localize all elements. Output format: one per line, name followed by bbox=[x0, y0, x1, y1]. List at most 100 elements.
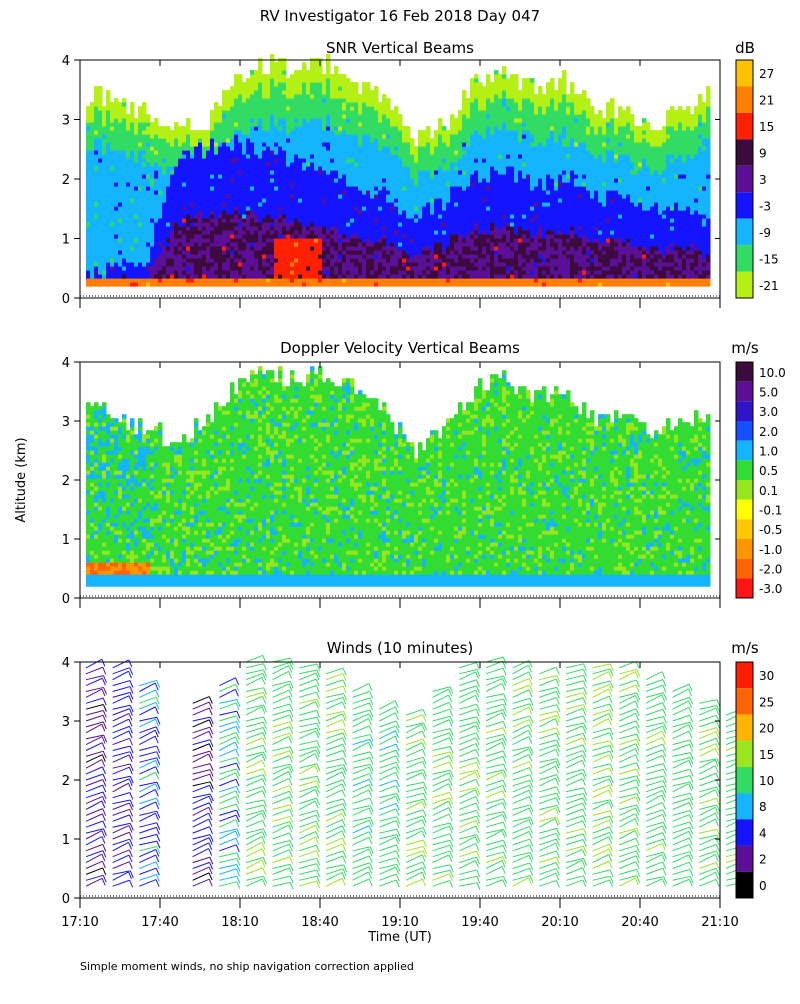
data-cell bbox=[154, 274, 159, 279]
data-cell bbox=[302, 150, 307, 155]
data-cell bbox=[466, 182, 471, 187]
data-cell bbox=[466, 218, 471, 223]
data-cell bbox=[446, 218, 451, 223]
data-cell bbox=[462, 158, 467, 163]
data-cell bbox=[426, 186, 431, 191]
data-cell bbox=[270, 218, 275, 223]
data-cell bbox=[238, 214, 243, 219]
data-cell bbox=[342, 114, 347, 119]
data-cell bbox=[494, 106, 499, 111]
data-cell bbox=[426, 222, 431, 227]
data-cell bbox=[262, 134, 267, 139]
data-cell bbox=[294, 146, 299, 151]
data-cell bbox=[106, 282, 111, 287]
data-cell bbox=[94, 178, 99, 183]
data-cell bbox=[262, 174, 267, 179]
data-cell bbox=[178, 166, 183, 171]
data-cell bbox=[210, 166, 215, 171]
data-cell bbox=[406, 150, 411, 155]
data-cell bbox=[482, 226, 487, 231]
data-cell bbox=[106, 178, 111, 183]
data-cell bbox=[170, 250, 175, 255]
data-cell bbox=[478, 126, 483, 131]
data-cell bbox=[254, 182, 259, 187]
data-cell bbox=[430, 254, 435, 259]
data-cell bbox=[282, 174, 287, 179]
data-cell bbox=[458, 254, 463, 259]
data-cell bbox=[110, 254, 115, 259]
data-cell bbox=[354, 250, 359, 255]
data-cell bbox=[110, 182, 115, 187]
data-cell bbox=[298, 118, 303, 123]
data-cell bbox=[394, 234, 399, 239]
data-cell bbox=[130, 182, 135, 187]
data-cell bbox=[314, 146, 319, 151]
data-cell bbox=[110, 142, 115, 147]
data-cell bbox=[298, 142, 303, 147]
data-cell bbox=[134, 250, 139, 255]
data-cell bbox=[334, 198, 339, 203]
data-cell bbox=[114, 178, 119, 183]
data-cell bbox=[198, 270, 203, 275]
data-cell bbox=[94, 274, 99, 279]
data-cell bbox=[406, 234, 411, 239]
data-cell bbox=[222, 198, 227, 203]
data-cell bbox=[434, 274, 439, 279]
data-cell bbox=[402, 282, 407, 287]
data-cell bbox=[434, 170, 439, 175]
data-cell bbox=[230, 278, 235, 283]
data-cell bbox=[282, 102, 287, 107]
data-cell bbox=[438, 182, 443, 187]
data-cell bbox=[98, 166, 103, 171]
data-cell bbox=[354, 186, 359, 191]
data-cell bbox=[254, 78, 259, 83]
data-cell bbox=[174, 142, 179, 147]
data-cell bbox=[398, 182, 403, 187]
data-cell bbox=[250, 78, 255, 83]
data-cell bbox=[478, 114, 483, 119]
data-cell bbox=[158, 246, 163, 251]
data-cell bbox=[410, 170, 415, 175]
data-cell bbox=[502, 274, 507, 279]
data-cell bbox=[402, 246, 407, 251]
data-cell bbox=[402, 218, 407, 223]
data-cell bbox=[502, 130, 507, 135]
data-cell bbox=[274, 114, 279, 119]
data-cell bbox=[130, 250, 135, 255]
data-cell bbox=[150, 150, 155, 155]
data-cell bbox=[486, 222, 491, 227]
data-cell bbox=[450, 218, 455, 223]
data-cell bbox=[90, 214, 95, 219]
data-cell bbox=[230, 242, 235, 247]
data-cell bbox=[406, 162, 411, 167]
data-cell bbox=[458, 250, 463, 255]
data-cell bbox=[278, 254, 283, 259]
data-cell bbox=[114, 122, 119, 127]
data-cell bbox=[122, 186, 127, 191]
data-cell bbox=[482, 154, 487, 159]
data-cell bbox=[234, 210, 239, 215]
data-cell bbox=[390, 130, 395, 135]
data-cell bbox=[210, 130, 215, 135]
data-cell bbox=[430, 210, 435, 215]
data-cell bbox=[350, 210, 355, 215]
data-cell bbox=[418, 174, 423, 179]
data-cell bbox=[214, 146, 219, 151]
data-cell bbox=[106, 246, 111, 251]
data-cell bbox=[302, 242, 307, 247]
data-cell bbox=[350, 226, 355, 231]
data-cell bbox=[90, 146, 95, 151]
data-cell bbox=[226, 278, 231, 283]
data-cell bbox=[178, 234, 183, 239]
data-cell bbox=[158, 230, 163, 235]
data-cell bbox=[350, 238, 355, 243]
data-cell bbox=[130, 154, 135, 159]
data-cell bbox=[322, 270, 327, 275]
data-cell bbox=[490, 194, 495, 199]
data-cell bbox=[146, 278, 151, 283]
data-cell bbox=[198, 282, 203, 287]
data-cell bbox=[474, 178, 479, 183]
data-cell bbox=[294, 278, 299, 283]
data-cell bbox=[474, 238, 479, 243]
data-cell bbox=[430, 242, 435, 247]
